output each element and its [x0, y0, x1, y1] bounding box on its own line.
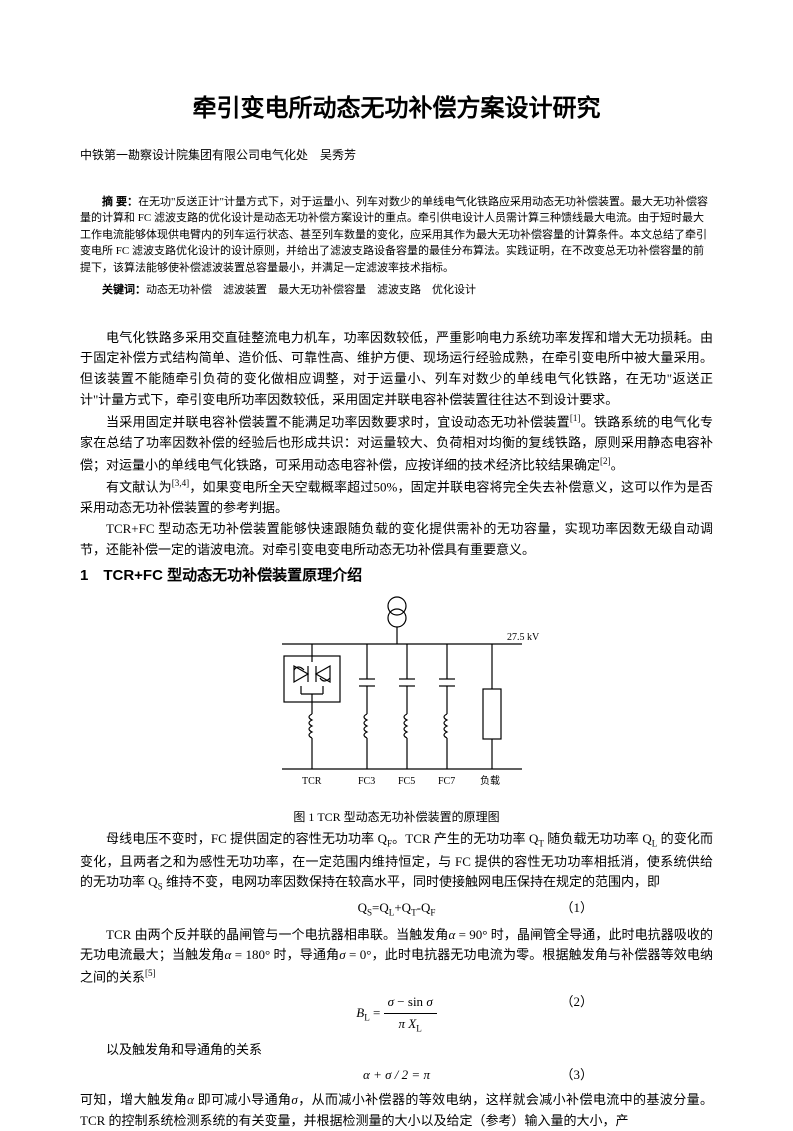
eq3-number: （3）	[560, 1065, 593, 1086]
label-fc7: FC7	[438, 776, 455, 787]
paragraph-2: 当采用固定并联电容补偿装置不能满足功率因数要求时，宜设动态无功补偿装置[1]。铁…	[80, 411, 713, 476]
paragraph-6: TCR 由两个反并联的晶闸管与一个电抗器相串联。当触发角α = 90° 时，晶闸…	[80, 925, 713, 989]
paragraph-7: 以及触发角和导通角的关系	[80, 1040, 713, 1061]
abstract-block: 摘 要：在无功"反送正计"计量方式下，对于运量小、列车对数少的单线电气化铁路应采…	[80, 194, 713, 277]
section-1-heading: 1 TCR+FC 型动态无功补偿装置原理介绍	[80, 564, 713, 588]
keywords-label: 关键词：	[102, 284, 146, 296]
p5b: 。TCR 产生的无功功率 Q	[392, 831, 538, 846]
paragraph-8: 可知，增大触发角α 即可减小导通角σ，从而减小补偿器的等效电纳，这样就会减小补偿…	[80, 1090, 713, 1131]
paragraph-4: TCR+FC 型动态无功补偿装置能够快速跟随负载的变化提供需补的无功容量，实现功…	[80, 519, 713, 561]
p5e: 维持不变，电网功率因数保持在较高水平，同时使接触网电压保持在规定的范围内，即	[163, 874, 660, 889]
paragraph-5: 母线电压不变时，FC 提供固定的容性无功功率 QF。TCR 产生的无功功率 QT…	[80, 829, 713, 894]
paragraph-1: 电气化铁路多采用交直硅整流电力机车，功率因数较低，严重影响电力系统功率发挥和增大…	[80, 328, 713, 411]
figure-1-caption: 图 1 TCR 型动态无功补偿装置的原理图	[80, 808, 713, 827]
p5c: 随负载无功功率 Q	[544, 831, 652, 846]
eq1-number: （1）	[560, 898, 593, 919]
label-fc5: FC5	[398, 776, 415, 787]
equation-2: BL = σ − sin σ π XL （2）	[80, 992, 713, 1036]
paragraph-3: 有文献认为[3,4]，如果变电所全天空载概率超过50%，固定并联电容将完全失去补…	[80, 476, 713, 519]
page-title: 牵引变电所动态无功补偿方案设计研究	[80, 90, 713, 128]
citation-5: [5]	[145, 968, 156, 978]
eq2-number: （2）	[560, 992, 593, 1013]
equation-3: α + σ / 2 = π （3）	[80, 1065, 713, 1086]
p6-180: = 180° 时，导通角	[231, 947, 339, 962]
citation-34: [3,4]	[172, 478, 189, 488]
equation-1: QS=QL+QT-QF （1）	[80, 898, 713, 920]
keywords-block: 关键词：动态无功补偿 滤波装置 最大无功补偿容量 滤波支路 优化设计	[80, 282, 713, 300]
circuit-svg: 27.5 kV TCR FC3 FC5 FC7 负载	[242, 594, 552, 799]
citation-1: [1]	[570, 413, 581, 423]
p5a: 母线电压不变时，FC 提供固定的容性无功功率 Q	[106, 831, 387, 846]
circuit-diagram: 27.5 kV TCR FC3 FC5 FC7 负载	[80, 594, 713, 806]
label-tcr: TCR	[302, 776, 322, 787]
para3-a: 有文献认为	[106, 479, 172, 494]
affiliation: 中铁第一勘察设计院集团有限公司电气化处 吴秀芳	[80, 146, 713, 165]
keywords-text: 动态无功补偿 滤波装置 最大无功补偿容量 滤波支路 优化设计	[146, 284, 476, 296]
label-fc3: FC3	[358, 776, 375, 787]
citation-2: [2]	[600, 456, 611, 466]
abstract-text: 在无功"反送正计"计量方式下，对于运量小、列车对数少的单线电气化铁路应采用动态无…	[80, 196, 708, 274]
abstract-label: 摘 要：	[102, 196, 138, 208]
alpha-3: α	[187, 1092, 194, 1107]
label-load: 负载	[480, 774, 500, 787]
p6a: TCR 由两个反并联的晶闸管与一个电抗器相串联。当触发角	[106, 927, 448, 942]
p8a: 可知，增大触发角	[80, 1092, 187, 1107]
para2-c: 。	[611, 457, 624, 472]
para2-a: 当采用固定并联电容补偿装置不能满足功率因数要求时，宜设动态无功补偿装置	[106, 414, 570, 429]
p8b: 即可减小导通角	[194, 1092, 291, 1107]
voltage-label: 27.5 kV	[507, 632, 540, 643]
